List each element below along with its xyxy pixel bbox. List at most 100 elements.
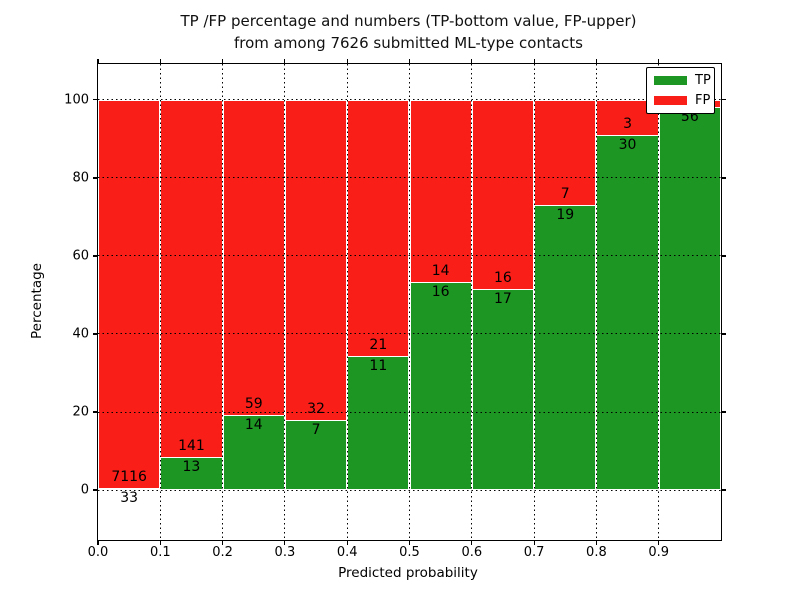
tp-count-label: 14 — [244, 417, 263, 434]
fp-count-label: 14 — [431, 262, 450, 279]
legend: TP FP — [646, 67, 715, 114]
gridline-vertical — [533, 64, 535, 540]
gridline-vertical — [658, 64, 660, 540]
x-tick-label: 0.8 — [586, 545, 607, 560]
gridline-vertical — [595, 64, 597, 540]
y-tick-label: 60 — [72, 248, 89, 264]
tick-mark — [97, 540, 99, 545]
tick-mark — [159, 58, 161, 63]
tick-mark — [721, 177, 726, 179]
bar-fp-segment — [347, 99, 410, 356]
bar-fp-segment — [222, 99, 285, 416]
gridline-vertical — [346, 64, 348, 540]
gridline-vertical — [159, 64, 161, 540]
gridline-vertical — [222, 64, 224, 540]
x-axis-label: Predicted probability — [338, 565, 478, 581]
legend-item-tp: TP — [654, 73, 711, 88]
chart-title: TP /FP percentage and numbers (TP-bottom… — [97, 10, 720, 54]
tp-count-label: 16 — [431, 283, 450, 300]
y-tick-label: 40 — [72, 326, 89, 342]
tp-count-label: 13 — [182, 459, 201, 476]
tp-count-label: 11 — [369, 357, 388, 374]
bar-fp-segment — [409, 99, 472, 282]
tick-mark — [92, 177, 97, 179]
tp-count-label: 7 — [311, 422, 321, 439]
tick-mark — [408, 58, 411, 63]
fp-count-label: 21 — [369, 336, 388, 353]
bar-tp-segment — [658, 106, 721, 491]
bar-fp-segment — [471, 99, 535, 290]
y-tick-label: 0 — [80, 482, 89, 498]
x-tick-label: 0.2 — [212, 545, 233, 560]
tick-mark — [408, 540, 411, 545]
tp-count-label: 33 — [120, 490, 139, 507]
tick-mark — [721, 333, 726, 335]
tick-mark — [284, 540, 286, 545]
tick-mark — [658, 540, 660, 545]
bar-fp-segment — [284, 99, 348, 421]
bar-fp-segment — [98, 99, 161, 489]
tick-mark — [92, 489, 97, 491]
bar-tp-segment — [471, 289, 535, 491]
tick-mark — [92, 255, 97, 257]
tick-mark — [533, 540, 535, 545]
tick-mark — [222, 58, 224, 63]
bar-tp-segment — [409, 281, 472, 491]
tick-mark — [721, 99, 726, 101]
bar-tp-segment — [347, 355, 410, 491]
legend-swatch-fp — [654, 96, 687, 105]
tp-count-label: 30 — [618, 137, 637, 154]
x-tick-label: 0.7 — [523, 545, 545, 560]
bar-fp-segment — [160, 99, 223, 458]
tick-mark — [92, 99, 97, 101]
x-tick-label: 0.5 — [399, 545, 420, 560]
y-tick-label: 80 — [72, 170, 89, 186]
fp-count-label: 3 — [623, 116, 633, 133]
tick-mark — [284, 58, 286, 63]
bar-tp-segment — [284, 420, 348, 491]
gridline-vertical — [409, 64, 410, 540]
legend-swatch-tp — [654, 76, 687, 85]
chart-title-line1: TP /FP percentage and numbers (TP-bottom… — [180, 12, 637, 30]
chart-title-line2: from among 7626 submitted ML-type contac… — [234, 34, 583, 52]
y-tick-label: 20 — [72, 404, 89, 420]
tick-mark — [533, 58, 535, 63]
tick-mark — [346, 58, 348, 63]
x-tick-label: 0.9 — [648, 545, 670, 560]
fp-count-label: 16 — [494, 270, 512, 287]
tick-mark — [346, 540, 348, 545]
gridline-vertical — [471, 64, 473, 540]
tick-mark — [658, 58, 660, 63]
tick-mark — [92, 411, 97, 413]
gridline-vertical — [284, 64, 286, 540]
tp-count-label: 17 — [494, 291, 512, 308]
x-tick-label: 0.6 — [461, 545, 483, 560]
fp-count-label: 141 — [178, 438, 205, 455]
y-axis-label: Percentage — [29, 263, 45, 339]
tick-mark — [471, 58, 473, 63]
x-tick-label: 0.0 — [87, 545, 109, 560]
tick-mark — [721, 411, 726, 413]
legend-label-tp: TP — [695, 73, 711, 88]
tick-mark — [595, 58, 597, 63]
tick-mark — [222, 540, 224, 545]
legend-item-fp: FP — [654, 94, 710, 107]
tick-mark — [92, 333, 97, 335]
y-tick-label: 100 — [64, 92, 89, 108]
fp-count-label: 59 — [244, 396, 263, 413]
fp-count-label: 7116 — [111, 469, 147, 486]
x-tick-label: 0.1 — [149, 545, 171, 560]
fp-count-label: 7 — [560, 185, 570, 202]
tick-mark — [471, 540, 473, 545]
tp-count-label: 19 — [556, 206, 575, 223]
bar-tp-segment — [222, 415, 285, 491]
bar-tp-segment — [534, 204, 597, 491]
tick-mark — [721, 255, 726, 257]
bar-tp-segment — [596, 135, 659, 491]
bar-fp-segment — [534, 99, 597, 205]
tick-mark — [595, 540, 597, 545]
tick-mark — [721, 489, 726, 491]
plot-area: 7116 33 141 13 59 14 32 7 21 11 14 16 16 17 7 19 3 30 56 0.… — [64, 58, 726, 560]
fp-count-label: 32 — [307, 401, 325, 418]
